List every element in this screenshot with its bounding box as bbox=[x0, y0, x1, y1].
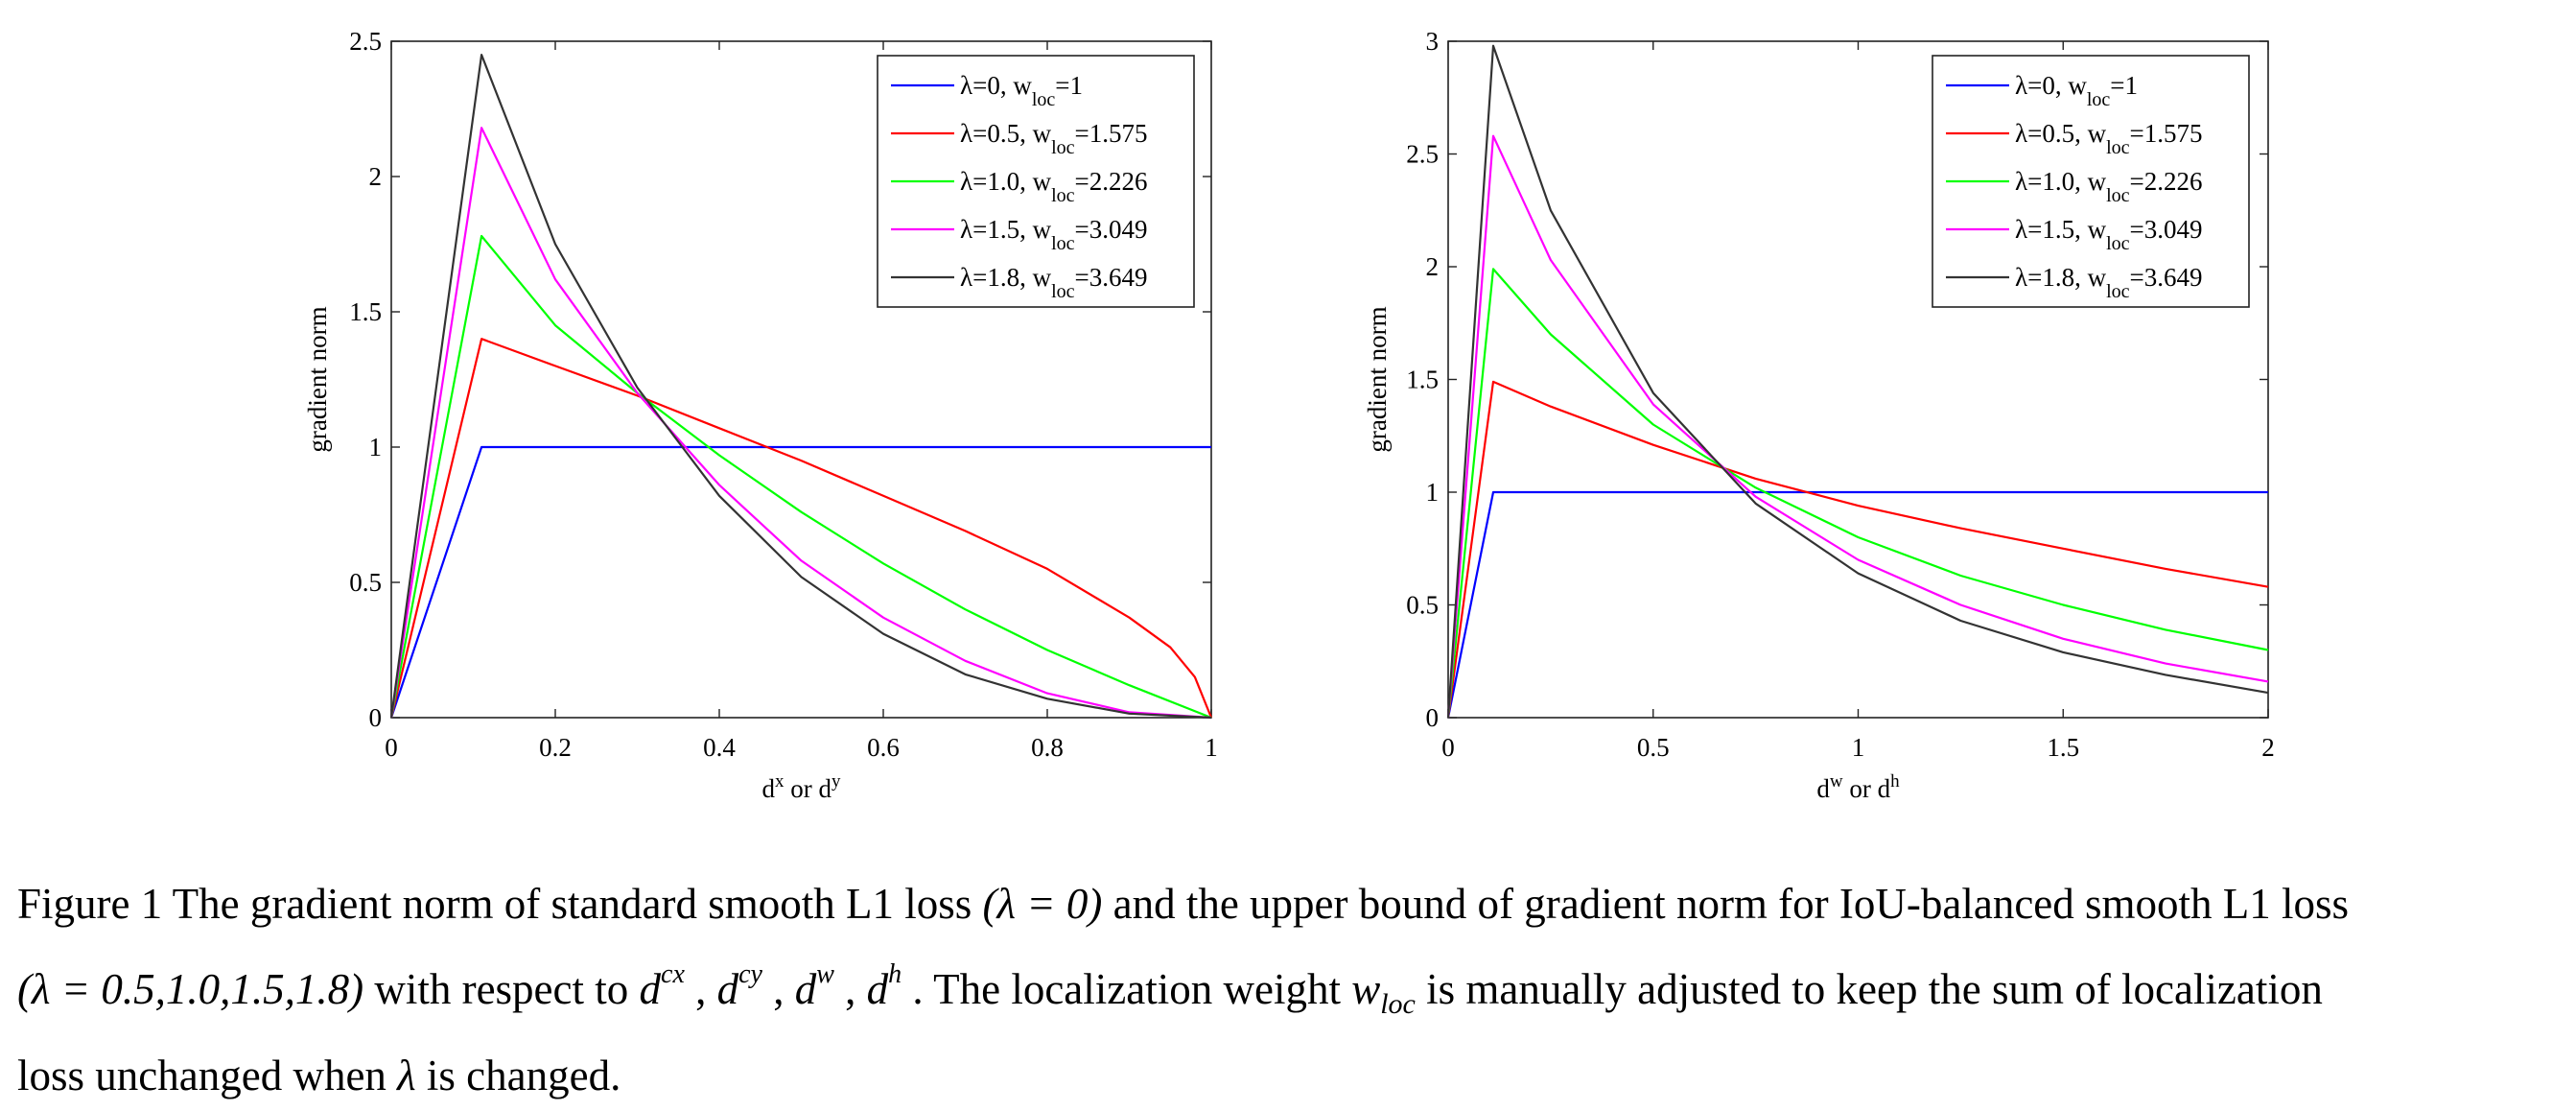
y-tick-label: 2 bbox=[369, 162, 383, 191]
caption-math: w bbox=[1351, 965, 1381, 1013]
legend-label: λ=0.5, wloc=1.575 bbox=[960, 119, 1148, 158]
x-tick-label: 0 bbox=[1441, 733, 1455, 762]
legend-label: λ=1.8, wloc=3.649 bbox=[960, 263, 1148, 302]
plot-frame bbox=[390, 40, 1212, 719]
y-tick-label: 0.5 bbox=[349, 568, 382, 597]
chart-2: 0 0.5 1 1.5 2 0 0.5 1 1.5 2 2.5 3 gradient norm dw or… bbox=[1363, 27, 2275, 803]
caption-math: (λ = 0) bbox=[982, 880, 1103, 928]
caption-line-1: Figure 1 The gradient norm of standard s… bbox=[17, 868, 2559, 939]
y-tick-label: 1 bbox=[369, 433, 383, 461]
series-line-5 bbox=[389, 53, 1212, 720]
caption-text: is manually adjusted to keep the sum of … bbox=[1415, 965, 2323, 1013]
caption-line-3: loss unchanged when λ is changed. bbox=[17, 1040, 2559, 1111]
y-tick-label: 0 bbox=[369, 703, 383, 732]
caption-math: d bbox=[794, 965, 817, 1013]
chart-1: 0 0.2 0.4 0.6 0.8 1 0 0.5 1 1.5 2 2.5 gradient norm d… bbox=[303, 27, 1218, 803]
caption-text: with respect to bbox=[363, 965, 640, 1013]
caption-math: cy bbox=[738, 959, 762, 989]
x-tick-label: 0.4 bbox=[703, 733, 736, 762]
caption-text: , bbox=[833, 965, 867, 1013]
series-line-2 bbox=[389, 338, 1213, 719]
caption-text: . The localization weight bbox=[902, 965, 1352, 1013]
figure: 0 0.2 0.4 0.6 0.8 1 0 0.5 1 1.5 2 2.5 gradient norm d… bbox=[303, 27, 2275, 803]
caption-math: w bbox=[816, 959, 834, 989]
x-tick-label: 0.5 bbox=[1637, 733, 1670, 762]
caption-text: Figure 1 The gradient norm of standard s… bbox=[17, 880, 983, 928]
caption-math: loc bbox=[1380, 988, 1416, 1020]
caption-text: loss unchanged when bbox=[17, 1052, 398, 1099]
caption-text: , bbox=[684, 965, 717, 1013]
caption-text: is changed. bbox=[415, 1052, 621, 1099]
series-line-3 bbox=[389, 234, 1212, 720]
x-axis-label: dx or dy bbox=[762, 771, 842, 803]
caption-text: , bbox=[761, 965, 795, 1013]
caption-math: λ bbox=[397, 1052, 416, 1099]
legend-label: λ=1.5, wloc=3.049 bbox=[2015, 215, 2203, 254]
series-line-4 bbox=[1446, 134, 2269, 719]
y-tick-label: 1 bbox=[1426, 478, 1440, 507]
caption-math: cx bbox=[661, 959, 685, 989]
legend-label: λ=0.5, wloc=1.575 bbox=[2015, 119, 2203, 158]
figure-caption: Figure 1 The gradient norm of standard s… bbox=[17, 868, 2559, 1111]
y-axis-label: gradient norm bbox=[303, 306, 332, 452]
y-axis-label: gradient norm bbox=[1363, 306, 1392, 452]
caption-math: h bbox=[888, 959, 902, 989]
legend-label: λ=0, wloc=1 bbox=[2015, 71, 2138, 110]
x-tick-label: 0 bbox=[385, 733, 398, 762]
series-line-5 bbox=[1446, 44, 2269, 719]
x-tick-label: 0.6 bbox=[867, 733, 900, 762]
caption-text: and the upper bound of gradient norm for… bbox=[1102, 880, 2350, 928]
y-tick-label: 1.5 bbox=[1406, 366, 1439, 394]
series-line-1 bbox=[389, 445, 1211, 719]
caption-line-2: (λ = 0.5,1.0,1.5,1.8) with respect to dc… bbox=[17, 939, 2559, 1040]
series-line-2 bbox=[1446, 380, 2269, 719]
y-tick-label: 0 bbox=[1426, 703, 1440, 732]
y-tick-label: 2.5 bbox=[349, 27, 382, 56]
x-tick-label: 1.5 bbox=[2047, 733, 2079, 762]
x-tick-label: 2 bbox=[2261, 733, 2275, 762]
caption-math: d bbox=[639, 965, 662, 1013]
caption-math: (λ = 0.5,1.0,1.5,1.8) bbox=[17, 965, 364, 1013]
caption-math: d bbox=[716, 965, 739, 1013]
legend-label: λ=1.0, wloc=2.226 bbox=[2015, 167, 2203, 206]
y-tick-label: 2 bbox=[1426, 252, 1440, 281]
y-tick-label: 2.5 bbox=[1406, 140, 1439, 169]
series-line-3 bbox=[1446, 268, 2269, 719]
legend-label: λ=1.5, wloc=3.049 bbox=[960, 215, 1148, 254]
x-tick-label: 1 bbox=[1852, 733, 1865, 762]
x-tick-label: 1 bbox=[1205, 733, 1218, 762]
y-tick-label: 1.5 bbox=[349, 297, 382, 326]
y-tick-label: 0.5 bbox=[1406, 591, 1439, 620]
caption-math: d bbox=[866, 965, 889, 1013]
x-tick-label: 0.8 bbox=[1031, 733, 1064, 762]
series-line-1 bbox=[1446, 490, 2268, 719]
x-tick-label: 0.2 bbox=[539, 733, 572, 762]
legend-label: λ=1.0, wloc=2.226 bbox=[960, 167, 1148, 206]
series-line-4 bbox=[389, 127, 1212, 720]
legend-label: λ=0, wloc=1 bbox=[960, 71, 1083, 110]
y-tick-label: 3 bbox=[1426, 27, 1440, 56]
legend-label: λ=1.8, wloc=3.649 bbox=[2015, 263, 2203, 302]
x-axis-label: dw or dh bbox=[1816, 771, 1900, 803]
